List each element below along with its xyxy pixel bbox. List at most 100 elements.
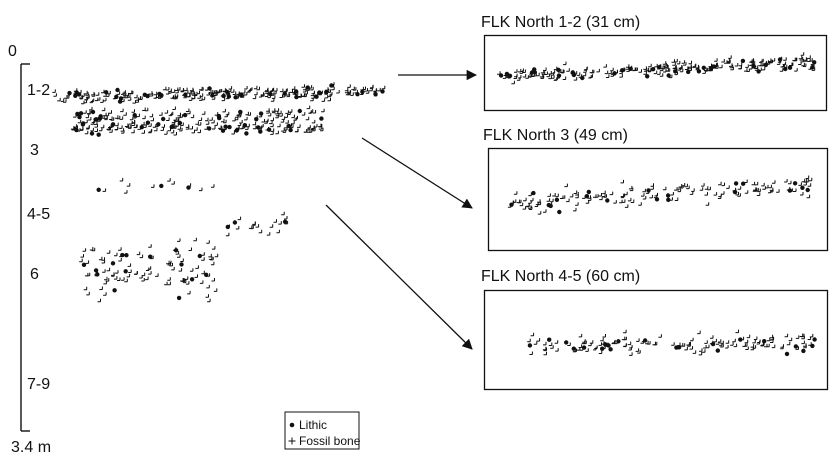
profile-bone-point [144, 107, 149, 112]
panel-bone-point [653, 341, 658, 346]
panel-bone-point [604, 70, 609, 75]
profile-bone-point [134, 271, 138, 275]
panel-lithic-point [616, 339, 621, 344]
profile-bone-point [278, 221, 282, 225]
profile-bone-point [201, 96, 206, 101]
panel-lithic-point [612, 71, 617, 76]
panel-bone-point [806, 194, 811, 199]
panel-bone-point [767, 58, 772, 62]
profile-bone-point [171, 181, 175, 185]
profile-lithic-point [179, 262, 184, 267]
profile-bone-point [277, 123, 281, 128]
profile-bone-point [161, 124, 165, 128]
profile-bone-point [104, 276, 108, 281]
profile-bone-point [347, 90, 351, 94]
profile-bone-point [188, 247, 192, 251]
panel-bone-point [573, 348, 577, 353]
panel-bone-point [807, 55, 811, 59]
connector-arrows [325, 69, 478, 350]
profile-bone-point [91, 247, 96, 252]
profile-lithic-point [156, 122, 161, 127]
profile-lithic-point [78, 111, 84, 116]
profile-bone-point [305, 116, 310, 121]
profile-bone-point [307, 125, 311, 129]
profile-bone-point [162, 86, 167, 91]
panel-bone-point [543, 347, 547, 352]
profile-bone-point [96, 97, 101, 101]
profile-bone-point [235, 226, 240, 230]
profile-bone-point [109, 124, 113, 128]
profile-lithic-point [93, 268, 99, 273]
panel-1-2-scatter [497, 52, 817, 85]
profile-bone-point [153, 95, 157, 99]
profile-bone-point [211, 96, 216, 100]
profile-bone-point [98, 127, 103, 132]
arrow-to-panel-4-5 [325, 204, 473, 350]
profile-bone-point [136, 251, 141, 256]
profile-bone-point [83, 286, 88, 291]
panel-bone-point [665, 68, 669, 72]
panel-bone-point [641, 193, 645, 197]
panel-3: FLK North 3 (49 cm) [483, 127, 829, 252]
profile-bone-point [191, 95, 196, 100]
profile-bone-point [197, 122, 202, 126]
panel-bone-point [528, 200, 532, 204]
panel-bone-point [672, 65, 677, 70]
panel-bone-point [760, 342, 764, 347]
panel-bone-point [588, 75, 592, 79]
profile-lithic-point [120, 252, 125, 258]
profile-bone-point [141, 272, 146, 277]
depth-scale-top-label: 0 [8, 43, 17, 60]
panel-bone-point [550, 345, 554, 349]
profile-bone-point [159, 112, 163, 116]
profile-bone-point [164, 131, 168, 135]
profile-bone-point [196, 90, 200, 95]
profile-bone-point [84, 90, 88, 95]
profile-bone-point [119, 125, 123, 129]
panel-lithic-point [665, 193, 671, 198]
profile-bone-point [141, 130, 145, 134]
panel-bone-point [771, 344, 776, 349]
profile-lithic-point [96, 132, 101, 137]
panel-bone-point [805, 175, 810, 179]
panel-bone-point [803, 344, 807, 349]
profile-bone-point [189, 87, 194, 92]
panel-bone-point [721, 59, 725, 63]
profile-bone-point [154, 127, 158, 132]
profile-bone-point [129, 90, 134, 95]
panel-bone-point [687, 341, 691, 346]
profile-bone-point [303, 93, 307, 98]
panel-lithic-point [557, 209, 562, 215]
legend-bone-label: Fossil bone [299, 434, 361, 448]
profile-bone-point [175, 251, 180, 255]
profile-bone-point [318, 124, 323, 128]
panel-lithic-point [751, 64, 757, 69]
panel-bone-point [526, 203, 530, 207]
profile-lithic-point [67, 90, 72, 96]
profile-bone-point [206, 240, 210, 244]
panel-3-scatter [507, 175, 813, 215]
profile-bone-point [82, 248, 87, 252]
panel-lithic-point [532, 70, 537, 75]
profile-bone-point [53, 93, 57, 97]
profile-bone-point [57, 97, 61, 102]
panel-bone-point [653, 70, 658, 75]
panel-bone-point [807, 183, 812, 187]
profile-bone-point [84, 130, 89, 135]
panel-bone-point [637, 350, 641, 354]
panel-bone-point [770, 188, 774, 193]
profile-scatter [52, 82, 386, 303]
panel-bone-point [671, 342, 675, 346]
panel-bone-point [789, 62, 793, 66]
panel-bone-point [681, 343, 686, 347]
panel-bone-point [623, 329, 627, 334]
panel-bone-point [729, 63, 733, 67]
profile-bone-point [170, 129, 175, 134]
panel-bone-point [766, 343, 770, 348]
level-label-3: 3 [30, 142, 39, 159]
profile-bone-point [171, 266, 175, 271]
panel-bone-point [536, 338, 541, 342]
profile-bone-point [241, 90, 246, 94]
profile-bone-point [81, 100, 85, 105]
profile-bone-point [124, 123, 129, 127]
